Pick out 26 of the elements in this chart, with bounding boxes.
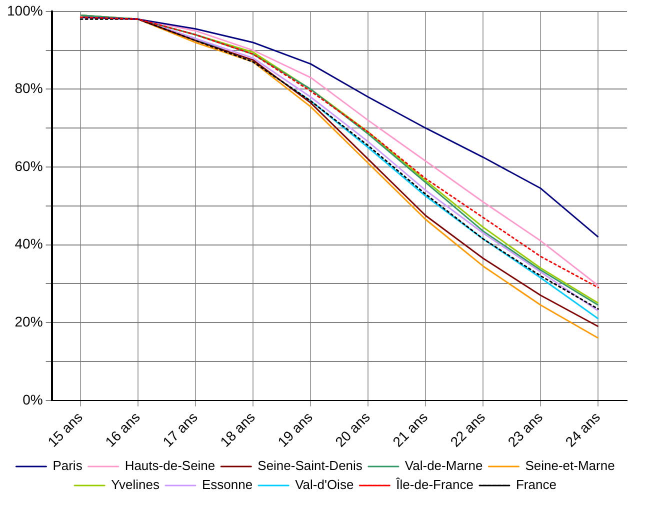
y-tick-label: 0% xyxy=(22,391,43,408)
legend-label: Essonne xyxy=(202,477,253,492)
legend-label: Seine-Saint-Denis xyxy=(258,458,363,474)
x-tick-label: 18 ans xyxy=(216,408,258,450)
legend-label: Hauts-de-Seine xyxy=(124,458,216,474)
y-tick-label: 60% xyxy=(14,158,43,174)
x-tick-label: 16 ans xyxy=(102,408,143,450)
legend-label: Île-de-France xyxy=(395,477,474,492)
x-tick-label: 24 ans xyxy=(562,408,604,450)
y-tick-label: 40% xyxy=(14,236,43,252)
x-tick-label: 15 ans xyxy=(44,408,86,450)
legend-label: France xyxy=(516,477,556,492)
x-tick-label: 19 ans xyxy=(274,408,316,450)
legend-label: Seine-et-Marne xyxy=(525,458,615,474)
legend-label: Paris xyxy=(52,458,83,474)
legend-label: Yvelines xyxy=(111,477,160,492)
x-tick-label: 17 ans xyxy=(159,408,200,450)
y-tick-label: 20% xyxy=(14,313,43,330)
x-tick-label: 21 ans xyxy=(389,408,431,450)
y-tick-label: 100% xyxy=(6,2,43,18)
x-tick-label: 23 ans xyxy=(504,408,546,450)
x-tick-label: 20 ans xyxy=(332,408,374,450)
y-tick-label: 80% xyxy=(14,80,43,96)
legend-label: Val-de-Marne xyxy=(404,458,483,474)
x-tick-label: 22 ans xyxy=(447,408,488,450)
legend-label: Val-d'Oise xyxy=(295,477,354,492)
